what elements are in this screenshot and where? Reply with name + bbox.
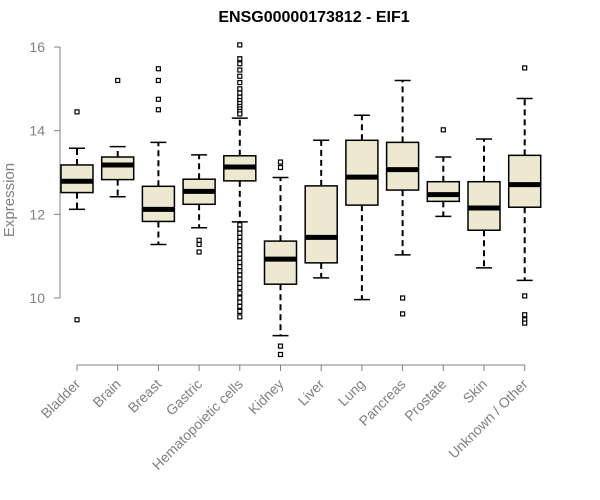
box-group	[304, 139, 338, 279]
outlier-point	[155, 96, 161, 102]
x-tick-label: Prostate	[401, 376, 449, 424]
outlier-point	[237, 290, 243, 296]
outlier-point	[237, 230, 243, 236]
outlier-point	[237, 79, 243, 86]
outlier-point	[155, 66, 161, 72]
outlier-point	[237, 111, 243, 117]
outlier-point	[237, 268, 243, 274]
outlier-point	[237, 226, 243, 232]
outlier-point	[237, 303, 243, 309]
y-axis-label: Expression	[1, 163, 18, 237]
outlier-point	[74, 317, 80, 323]
outlier-point	[237, 308, 243, 314]
outlier-point	[237, 73, 243, 79]
x-tick-label: Liver	[295, 376, 328, 409]
box-iqr	[60, 164, 94, 194]
y-tick-label: 10	[29, 290, 45, 306]
outlier-point	[237, 42, 243, 48]
outlier-point	[237, 314, 243, 320]
box-iqr	[345, 139, 379, 206]
box-iqr	[141, 185, 176, 223]
outlier-point	[237, 243, 243, 249]
outlier-point	[155, 77, 161, 84]
outlier-point	[277, 351, 284, 358]
box-group	[426, 127, 461, 218]
outlier-point	[196, 249, 202, 255]
outlier-point	[237, 255, 243, 261]
box-group	[507, 65, 542, 326]
outlier-point	[237, 247, 243, 253]
outlier-point	[237, 67, 243, 73]
box-group	[141, 66, 176, 246]
y-tick-label: 12	[29, 206, 45, 222]
outlier-point	[237, 259, 243, 266]
x-tick-label: Lung	[335, 376, 368, 409]
y-axis: 10 12 14 16	[29, 39, 61, 306]
outlier-point	[400, 311, 406, 317]
outlier-point	[522, 312, 528, 318]
outlier-point	[237, 90, 243, 96]
outlier-point	[237, 234, 243, 240]
box-iqr	[100, 156, 135, 181]
box-iqr	[263, 240, 298, 285]
box-group	[263, 159, 298, 358]
box-group	[223, 42, 257, 320]
outlier-point	[237, 86, 243, 92]
outlier-point	[237, 238, 243, 245]
outlier-point	[237, 299, 243, 305]
box-group	[385, 79, 420, 317]
outlier-point	[237, 56, 243, 62]
x-tick-label: Skin	[460, 376, 491, 407]
outlier-point	[237, 295, 243, 301]
outlier-point	[237, 251, 243, 257]
box-series	[60, 42, 542, 358]
outlier-point	[522, 293, 528, 299]
box-iqr	[507, 154, 542, 208]
box-iqr	[304, 185, 338, 264]
outlier-point	[237, 280, 243, 286]
outlier-point	[277, 159, 284, 165]
outlier-point	[237, 276, 243, 282]
outlier-point	[522, 65, 528, 71]
box-iqr	[426, 180, 461, 203]
box-iqr	[385, 141, 420, 191]
box-group	[182, 154, 216, 255]
outlier-point	[196, 241, 202, 248]
chart-title: ENSG00000173812 - EIF1	[218, 9, 409, 26]
box-group	[467, 138, 501, 269]
outlier-point	[155, 107, 161, 113]
x-tick-label: Kidney	[245, 376, 287, 418]
box-group	[345, 114, 379, 301]
outlier-point	[440, 127, 446, 133]
outlier-point	[74, 109, 80, 115]
x-tick-label: Brain	[89, 376, 123, 410]
outlier-point	[196, 237, 202, 243]
outlier-point	[237, 61, 243, 67]
box-group	[100, 77, 135, 198]
outlier-point	[115, 77, 121, 84]
outlier-point	[522, 320, 528, 326]
x-tick-label: Bladder	[38, 376, 84, 422]
outlier-point	[237, 222, 243, 228]
outlier-point	[277, 164, 284, 171]
x-tick-label: Breast	[125, 376, 165, 416]
y-tick-label: 14	[29, 123, 45, 139]
outlier-point	[277, 343, 284, 349]
outlier-point	[237, 284, 243, 291]
outlier-point	[400, 295, 406, 301]
outlier-point	[237, 272, 243, 278]
outlier-point	[237, 264, 243, 270]
y-tick-label: 16	[29, 39, 45, 55]
box-group	[60, 109, 94, 323]
